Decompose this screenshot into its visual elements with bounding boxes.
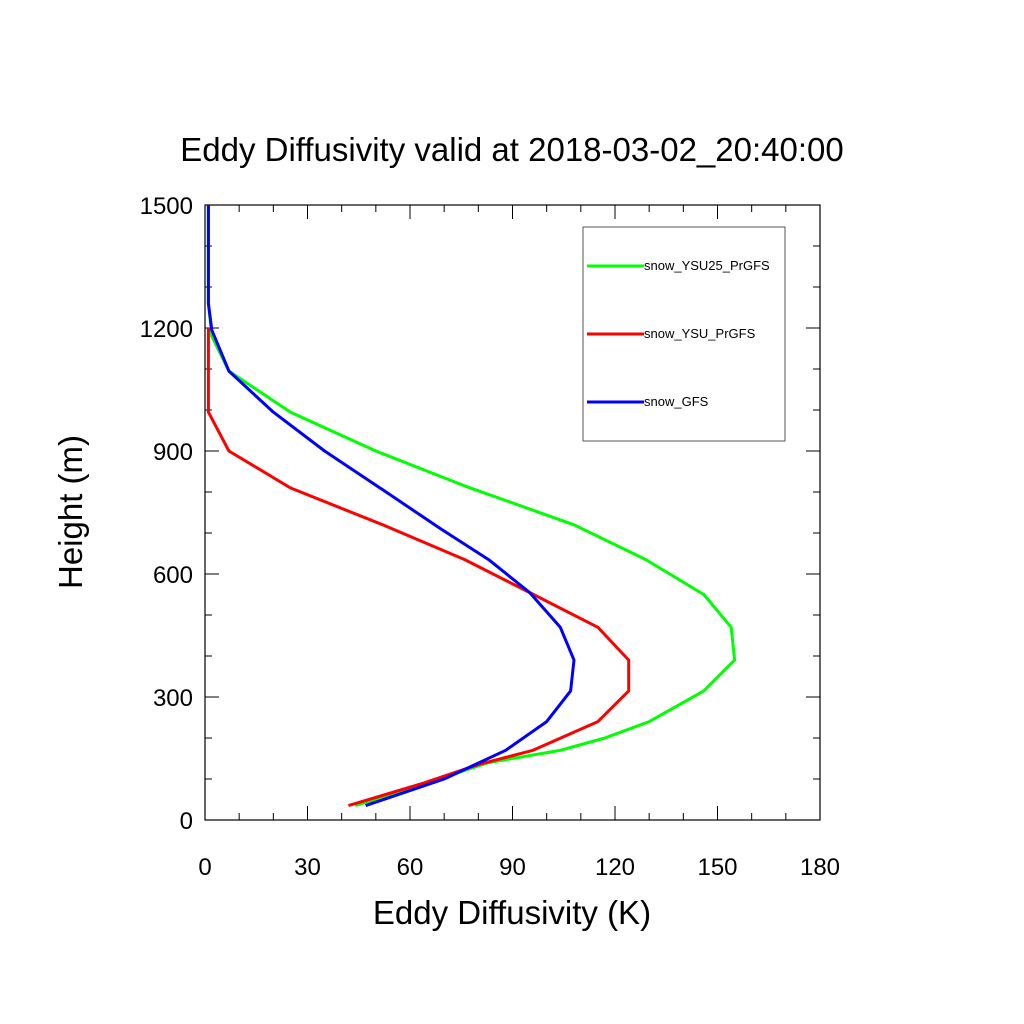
x-tick-label: 60	[397, 854, 424, 881]
y-tick-label: 300	[153, 685, 193, 712]
y-tick-label: 1200	[140, 316, 193, 343]
x-tick-label: 120	[595, 854, 635, 881]
y-tick-label: 0	[180, 808, 193, 835]
x-axis-label: Eddy Diffusivity (K)	[373, 894, 651, 931]
x-axis-ticks	[204, 205, 821, 820]
legend-label-1: snow_YSU_PrGFS	[644, 326, 756, 341]
y-tick-label: 900	[153, 439, 193, 466]
x-tick-label: 180	[800, 854, 840, 881]
series-line-1	[206, 328, 631, 808]
series-line-2	[206, 205, 576, 808]
y-axis-tick-labels: 0 300 600 900 1200 1500	[140, 193, 193, 835]
x-axis-tick-labels: 0 30 60 90 120 150 180	[198, 854, 840, 881]
y-tick-label: 1500	[140, 193, 193, 220]
series-line-0	[206, 205, 737, 808]
chart-title: Eddy Diffusivity valid at 2018-03-02_20:…	[180, 131, 843, 168]
x-tick-label: 90	[499, 854, 526, 881]
series-lines	[206, 205, 737, 808]
legend: snow_YSU25_PrGFS snow_YSU_PrGFS snow_GFS	[582, 226, 786, 442]
y-tick-label: 600	[153, 562, 193, 589]
x-tick-label: 0	[198, 854, 211, 881]
y-axis-label: Height (m)	[52, 435, 89, 589]
legend-label-2: snow_GFS	[644, 394, 709, 409]
x-tick-label: 150	[697, 854, 737, 881]
x-tick-label: 30	[294, 854, 321, 881]
legend-label-0: snow_YSU25_PrGFS	[644, 258, 770, 273]
y-axis-ticks	[205, 204, 820, 821]
